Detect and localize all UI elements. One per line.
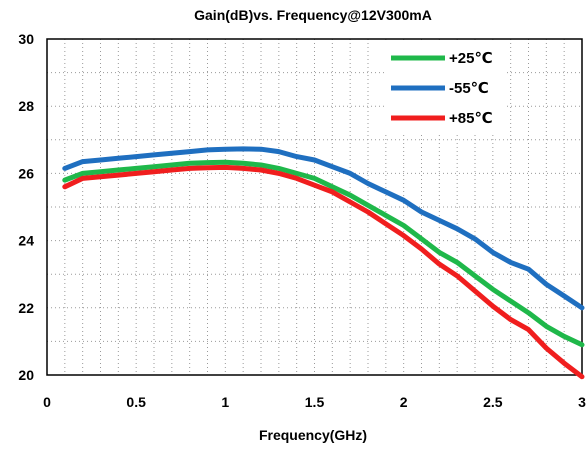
x-tick-label: 0.5: [126, 394, 146, 410]
y-tick-label: 22: [18, 300, 34, 316]
series-line-1: [62, 159, 585, 348]
y-tick-label: 28: [18, 98, 34, 114]
x-tick-label: 2.5: [483, 394, 503, 410]
x-tick-label: 1.5: [305, 394, 325, 410]
legend-label: +25℃: [449, 50, 493, 67]
legend: +25℃ -55℃ +85℃: [385, 43, 505, 132]
series-line-3: [62, 164, 585, 380]
series-lines: [62, 146, 585, 380]
x-axis-label: Frequency(GHz): [259, 427, 367, 443]
x-tick-label: 3: [578, 394, 586, 410]
legend-label: -55℃: [449, 80, 489, 97]
chart-title: Gain(dB)vs. Frequency@12V300mA: [194, 7, 432, 23]
x-tick-label: 1: [221, 394, 229, 410]
x-tick-label: 0: [43, 394, 51, 410]
y-axis-ticks: 20 22 24 26 28 30: [18, 31, 34, 383]
y-tick-label: 20: [18, 367, 34, 383]
legend-label: +85℃: [449, 110, 493, 127]
y-tick-label: 24: [18, 233, 34, 249]
plot-frame: [46, 38, 583, 376]
y-tick-label: 30: [18, 31, 34, 47]
x-axis-ticks: 0 0.5 1 1.5 2 2.5 3: [43, 394, 586, 410]
y-tick-label: 26: [18, 165, 34, 181]
series-line-2: [62, 146, 585, 311]
x-tick-label: 2: [400, 394, 408, 410]
